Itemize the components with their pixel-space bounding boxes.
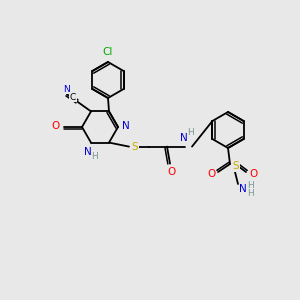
Text: O: O [167, 167, 175, 177]
Text: S: S [132, 142, 138, 152]
Text: O: O [207, 169, 215, 179]
Text: Cl: Cl [103, 47, 113, 57]
Text: N: N [180, 133, 188, 142]
Text: C: C [70, 93, 76, 102]
Text: N: N [84, 147, 92, 157]
Text: N: N [63, 85, 69, 94]
Text: N: N [122, 121, 130, 131]
Text: H: H [248, 190, 254, 199]
Text: N: N [239, 184, 247, 194]
Text: O: O [52, 121, 60, 131]
Text: O: O [249, 169, 257, 179]
Text: S: S [233, 161, 239, 171]
Text: H: H [248, 181, 254, 190]
Text: H: H [188, 128, 194, 137]
Text: H: H [92, 152, 98, 161]
